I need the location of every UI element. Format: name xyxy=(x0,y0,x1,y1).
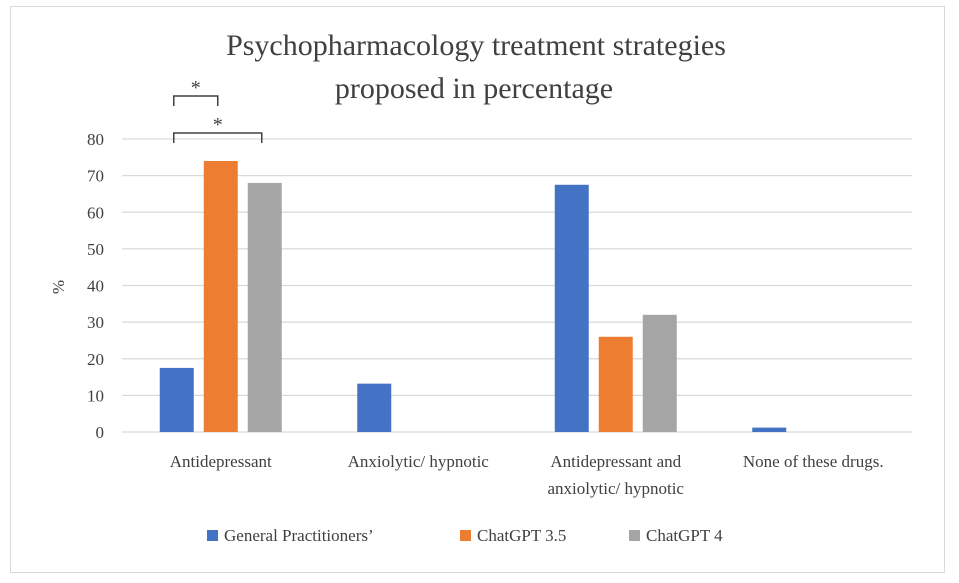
legend-swatch xyxy=(629,530,640,541)
y-tick-label: 70 xyxy=(87,167,104,186)
category-label: None of these drugs. xyxy=(743,452,884,471)
y-tick-label: 30 xyxy=(87,313,104,332)
y-tick-labels: 0 10 20 30 40 50 60 70 80 xyxy=(87,130,104,442)
significance-star: * xyxy=(191,77,201,99)
category-label: Antidepressant and xyxy=(550,452,681,471)
legend-label: General Practitioners’ xyxy=(224,526,374,545)
category-label: Anxiolytic/ hypnotic xyxy=(348,452,490,471)
category-label: Antidepressant xyxy=(170,452,272,471)
significance-bracket xyxy=(173,95,219,106)
y-tick-label: 40 xyxy=(87,277,104,296)
y-tick-label: 10 xyxy=(87,386,104,405)
y-tick-label: 60 xyxy=(87,203,104,222)
bar xyxy=(159,367,194,432)
bar xyxy=(598,336,633,432)
bar xyxy=(203,160,238,432)
bar xyxy=(554,184,589,432)
chart-title-line-2: proposed in percentage xyxy=(335,72,613,105)
legend-swatch xyxy=(460,530,471,541)
significance-bracket xyxy=(173,132,263,143)
legend-swatch xyxy=(207,530,218,541)
significance-annotations: ** xyxy=(173,77,263,143)
bar xyxy=(357,383,392,432)
y-tick-label: 80 xyxy=(87,130,104,149)
legend: General Practitioners’ ChatGPT 3.5 ChatGPT… xyxy=(207,526,723,545)
category-labels: Antidepressant Anxiolytic/ hypnotic Antide… xyxy=(170,452,884,498)
category-label: anxiolytic/ hypnotic xyxy=(548,479,685,498)
chart-frame xyxy=(10,6,945,573)
y-axis-label: % xyxy=(49,280,68,294)
significance-star: * xyxy=(213,114,223,136)
gridlines xyxy=(122,138,912,433)
y-tick-label: 20 xyxy=(87,350,104,369)
bar xyxy=(642,314,677,432)
chart-title-line-1: Psychopharmacology treatment strategies xyxy=(226,29,726,62)
legend-label: ChatGPT 4 xyxy=(646,526,723,545)
y-tick-label: 0 xyxy=(96,423,105,442)
bars xyxy=(159,160,787,432)
legend-label: ChatGPT 3.5 xyxy=(477,526,566,545)
y-tick-label: 50 xyxy=(87,240,104,259)
bar xyxy=(247,182,282,432)
bar xyxy=(752,427,787,432)
